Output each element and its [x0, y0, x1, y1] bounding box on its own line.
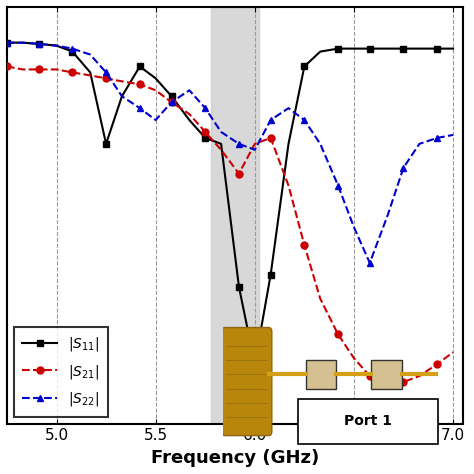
$|S_{11}|$ — [103, 141, 109, 146]
$|S_{11}|$ — [318, 49, 323, 55]
$|S_{22}|$ — [385, 212, 391, 218]
$|S_{11}|$ — [286, 141, 292, 146]
$|S_{11}|$ — [20, 40, 26, 46]
$|S_{22}|$ — [318, 141, 323, 146]
$|S_{22}|$ — [434, 135, 440, 141]
$|S_{21}|$ — [202, 129, 208, 135]
$|S_{21}|$ — [87, 73, 93, 78]
$|S_{11}|$ — [4, 40, 10, 46]
$|S_{22}|$ — [351, 224, 357, 230]
$|S_{11}|$ — [335, 46, 341, 52]
$|S_{21}|$ — [434, 361, 440, 367]
$|S_{21}|$ — [218, 147, 224, 153]
$|S_{22}|$ — [417, 141, 422, 146]
$|S_{21}|$ — [252, 141, 258, 146]
$|S_{11}|$ — [417, 46, 422, 52]
$|S_{22}|$ — [119, 93, 125, 99]
X-axis label: Frequency (GHz): Frequency (GHz) — [151, 449, 319, 467]
$|S_{11}|$ — [70, 49, 75, 55]
$|S_{11}|$ — [169, 93, 174, 99]
$|S_{11}|$ — [385, 46, 391, 52]
$|S_{21}|$ — [137, 82, 143, 87]
$|S_{21}|$ — [54, 67, 59, 73]
$|S_{21}|$ — [301, 242, 307, 248]
$|S_{11}|$ — [119, 93, 125, 99]
$|S_{22}|$ — [20, 40, 26, 46]
Text: Port 1: Port 1 — [344, 414, 392, 428]
$|S_{22}|$ — [186, 87, 192, 93]
Bar — [306, 360, 336, 389]
$|S_{11}|$ — [252, 361, 258, 367]
$|S_{11}|$ — [87, 70, 93, 75]
Line: $|S_{11}|$: $|S_{11}|$ — [3, 39, 456, 367]
$|S_{11}|$ — [434, 46, 440, 52]
$|S_{22}|$ — [36, 41, 42, 47]
$|S_{11}|$ — [301, 64, 307, 69]
$|S_{11}|$ — [351, 46, 357, 52]
$|S_{11}|$ — [202, 135, 208, 141]
$|S_{22}|$ — [202, 105, 208, 111]
$|S_{22}|$ — [70, 46, 75, 52]
$|S_{22}|$ — [218, 129, 224, 135]
$|S_{11}|$ — [153, 75, 158, 81]
$|S_{21}|$ — [236, 171, 242, 176]
$|S_{21}|$ — [351, 356, 357, 361]
$|S_{11}|$ — [54, 43, 59, 48]
$|S_{21}|$ — [318, 296, 323, 301]
$|S_{22}|$ — [367, 260, 373, 266]
$|S_{22}|$ — [335, 182, 341, 188]
$|S_{21}|$ — [401, 379, 406, 385]
$|S_{21}|$ — [367, 373, 373, 379]
$|S_{21}|$ — [153, 87, 158, 93]
$|S_{22}|$ — [137, 105, 143, 111]
Bar — [211, 7, 259, 424]
$|S_{22}|$ — [401, 165, 406, 171]
$|S_{22}|$ — [4, 40, 10, 46]
$|S_{11}|$ — [450, 46, 456, 52]
$|S_{21}|$ — [4, 64, 10, 69]
$|S_{21}|$ — [36, 67, 42, 73]
$|S_{21}|$ — [417, 373, 422, 379]
Bar — [371, 360, 401, 389]
$|S_{11}|$ — [218, 141, 224, 146]
$|S_{21}|$ — [169, 100, 174, 105]
$|S_{22}|$ — [301, 117, 307, 123]
$|S_{21}|$ — [186, 111, 192, 117]
$|S_{22}|$ — [153, 117, 158, 123]
$|S_{11}|$ — [36, 41, 42, 47]
$|S_{21}|$ — [20, 67, 26, 73]
$|S_{11}|$ — [236, 284, 242, 290]
$|S_{21}|$ — [450, 349, 456, 355]
$|S_{21}|$ — [268, 135, 273, 141]
$|S_{21}|$ — [103, 75, 109, 81]
$|S_{21}|$ — [119, 79, 125, 84]
$|S_{22}|$ — [236, 141, 242, 146]
Line: $|S_{21}|$: $|S_{21}|$ — [3, 63, 456, 385]
FancyBboxPatch shape — [298, 399, 438, 444]
$|S_{22}|$ — [286, 105, 292, 111]
$|S_{11}|$ — [268, 272, 273, 278]
$|S_{22}|$ — [268, 117, 273, 123]
$|S_{22}|$ — [87, 52, 93, 57]
$|S_{11}|$ — [186, 117, 192, 123]
$|S_{21}|$ — [385, 379, 391, 385]
$|S_{22}|$ — [54, 43, 59, 48]
$|S_{22}|$ — [450, 132, 456, 138]
$|S_{11}|$ — [367, 46, 373, 52]
Line: $|S_{22}|$: $|S_{22}|$ — [3, 39, 456, 266]
$|S_{11}|$ — [401, 46, 406, 52]
$|S_{22}|$ — [103, 70, 109, 75]
$|S_{22}|$ — [252, 147, 258, 153]
$|S_{22}|$ — [169, 100, 174, 105]
$|S_{21}|$ — [286, 182, 292, 188]
Legend: $|S_{11}|$, $|S_{21}|$, $|S_{22}|$: $|S_{11}|$, $|S_{21}|$, $|S_{22}|$ — [14, 327, 108, 417]
FancyBboxPatch shape — [222, 328, 272, 436]
$|S_{21}|$ — [70, 70, 75, 75]
$|S_{21}|$ — [335, 331, 341, 337]
$|S_{11}|$ — [137, 64, 143, 69]
